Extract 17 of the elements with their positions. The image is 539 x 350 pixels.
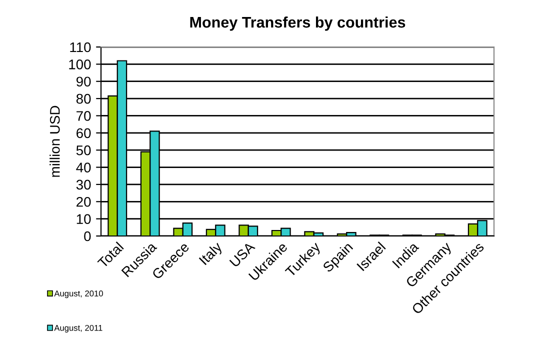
y-tick-label: 90 — [76, 76, 91, 87]
chart-title: Money Transfers by countries — [190, 16, 406, 31]
y-tick-label: 110 — [70, 42, 91, 52]
y-tick-label: 70 — [76, 111, 91, 121]
legend-label: August, 2010 — [54, 290, 103, 298]
legend-label: August, 2011 — [54, 324, 102, 332]
y-tick-label: 20 — [76, 196, 91, 207]
y-tick-label: 50 — [76, 145, 91, 156]
y-tick-label: 80 — [76, 94, 91, 104]
y-tick-label: 0 — [84, 231, 91, 242]
x-tick-label: Italy — [198, 240, 225, 268]
y-tick-label: 30 — [76, 180, 91, 190]
y-tick-label: 100 — [69, 60, 91, 70]
y-tick-label: 40 — [76, 162, 91, 172]
y-tick-label: 10 — [76, 214, 91, 224]
y-tick-label: 60 — [76, 128, 91, 138]
y-axis-title: million USD — [50, 106, 60, 177]
